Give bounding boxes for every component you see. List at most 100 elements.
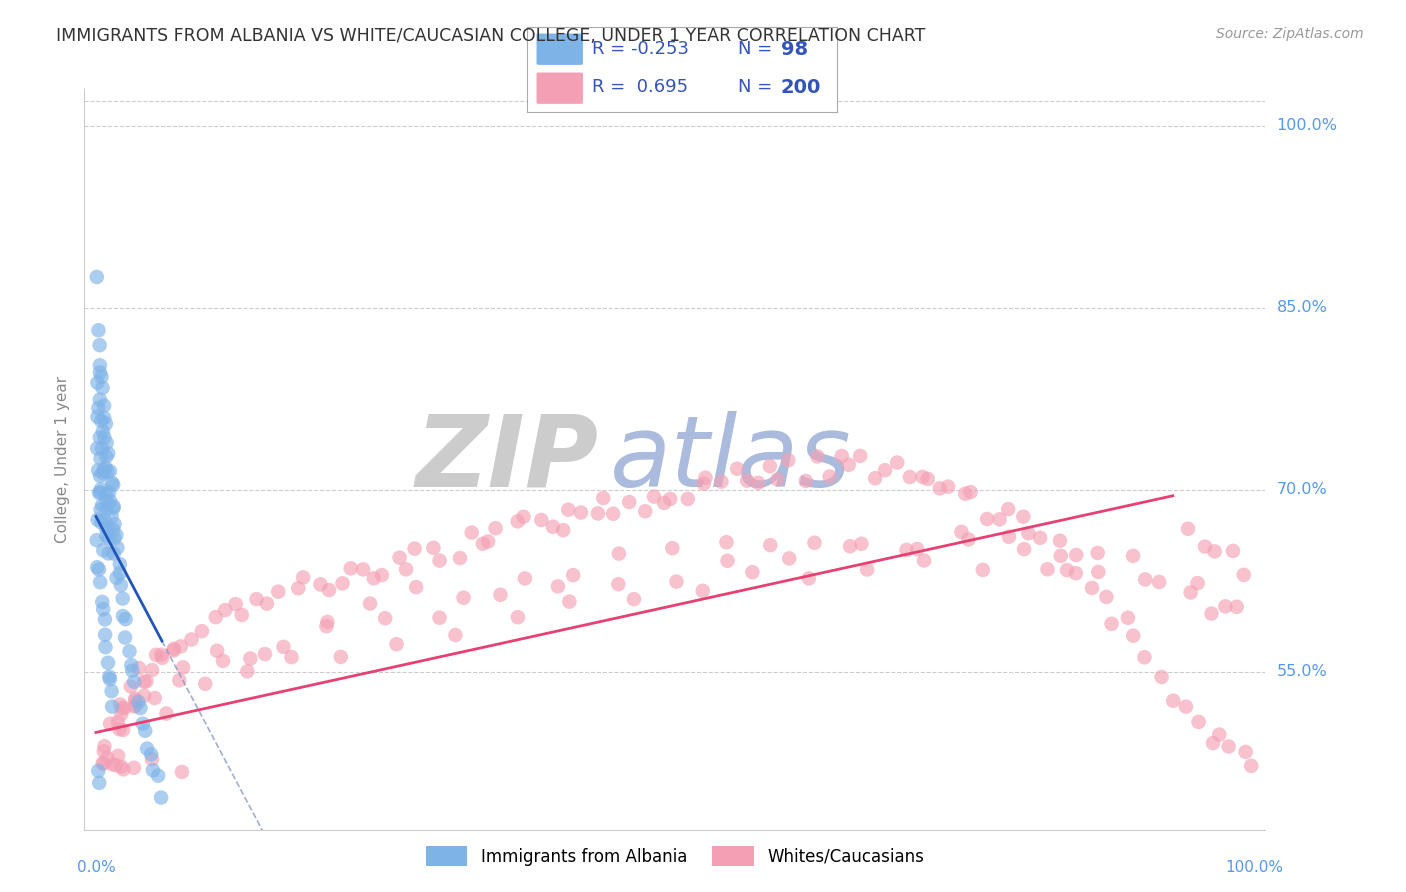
Point — [429, 610, 451, 624]
Point — [716, 554, 738, 568]
Point — [98, 716, 121, 731]
Point — [912, 553, 935, 567]
Text: atlas: atlas — [610, 411, 852, 508]
Point — [851, 537, 873, 551]
Point — [100, 509, 122, 524]
Point — [170, 640, 193, 654]
Point — [96, 487, 118, 501]
Point — [96, 465, 118, 479]
Point — [1194, 540, 1216, 554]
Point — [928, 482, 950, 496]
Point — [91, 424, 114, 438]
Point — [1180, 585, 1202, 599]
Point — [89, 469, 111, 483]
Point — [759, 538, 782, 552]
Point — [101, 477, 124, 491]
Point — [127, 695, 149, 709]
Point — [405, 580, 427, 594]
Point — [163, 641, 186, 656]
Point — [849, 449, 872, 463]
Point — [1226, 599, 1249, 614]
Point — [1187, 576, 1209, 591]
Point — [562, 568, 585, 582]
Point — [1240, 759, 1263, 773]
Point — [134, 723, 156, 738]
Point — [150, 790, 173, 805]
Point — [1095, 590, 1118, 604]
Point — [1233, 567, 1256, 582]
Point — [1202, 736, 1225, 750]
Point — [659, 491, 682, 506]
Point — [107, 714, 129, 729]
Text: Source: ZipAtlas.com: Source: ZipAtlas.com — [1216, 27, 1364, 41]
Point — [759, 459, 782, 474]
Point — [586, 507, 609, 521]
Point — [155, 706, 177, 721]
Point — [86, 409, 108, 424]
Point — [96, 450, 118, 464]
Point — [267, 584, 290, 599]
Point — [461, 525, 484, 540]
Point — [634, 504, 657, 518]
Point — [122, 674, 145, 689]
Point — [716, 535, 738, 549]
Point — [90, 369, 112, 384]
Point — [797, 571, 820, 585]
Point — [94, 640, 117, 654]
Point — [91, 756, 114, 771]
Point — [91, 442, 114, 456]
Point — [128, 661, 150, 675]
Point — [352, 562, 374, 576]
FancyBboxPatch shape — [537, 72, 583, 103]
Point — [778, 453, 800, 467]
Point — [896, 543, 918, 558]
Point — [169, 673, 191, 688]
Point — [107, 748, 129, 763]
Point — [863, 471, 886, 485]
Point — [1147, 574, 1170, 589]
Point — [309, 577, 332, 591]
Point — [1150, 670, 1173, 684]
Point — [97, 546, 120, 560]
Point — [120, 680, 142, 694]
Point — [245, 592, 267, 607]
Point — [652, 496, 675, 510]
Point — [110, 760, 132, 774]
Point — [96, 751, 118, 765]
Point — [741, 565, 763, 579]
Point — [141, 663, 163, 677]
Point — [91, 381, 114, 395]
Point — [374, 611, 396, 625]
Point — [1177, 522, 1199, 536]
Point — [89, 358, 111, 372]
Legend: Immigrants from Albania, Whites/Caucasians: Immigrants from Albania, Whites/Caucasia… — [419, 839, 931, 873]
Point — [1201, 607, 1223, 621]
Point — [86, 560, 108, 574]
Point — [318, 582, 340, 597]
Point — [125, 698, 148, 713]
Text: N =: N = — [738, 40, 772, 58]
Point — [1081, 581, 1104, 595]
Text: R = -0.253: R = -0.253 — [592, 40, 689, 58]
Point — [477, 534, 499, 549]
Point — [547, 579, 569, 593]
Point — [87, 463, 110, 477]
Point — [838, 458, 860, 472]
Point — [676, 491, 699, 506]
Point — [87, 485, 110, 500]
Point — [695, 471, 717, 485]
Point — [94, 460, 117, 475]
Point — [959, 485, 981, 500]
Point — [936, 480, 959, 494]
Point — [103, 547, 125, 561]
Point — [103, 532, 125, 546]
Point — [100, 684, 122, 698]
Point — [513, 572, 536, 586]
Point — [569, 506, 592, 520]
Point — [172, 660, 194, 674]
Point — [292, 570, 315, 584]
Point — [90, 502, 112, 516]
Point — [429, 553, 451, 567]
Point — [280, 650, 302, 665]
Point — [141, 752, 163, 766]
